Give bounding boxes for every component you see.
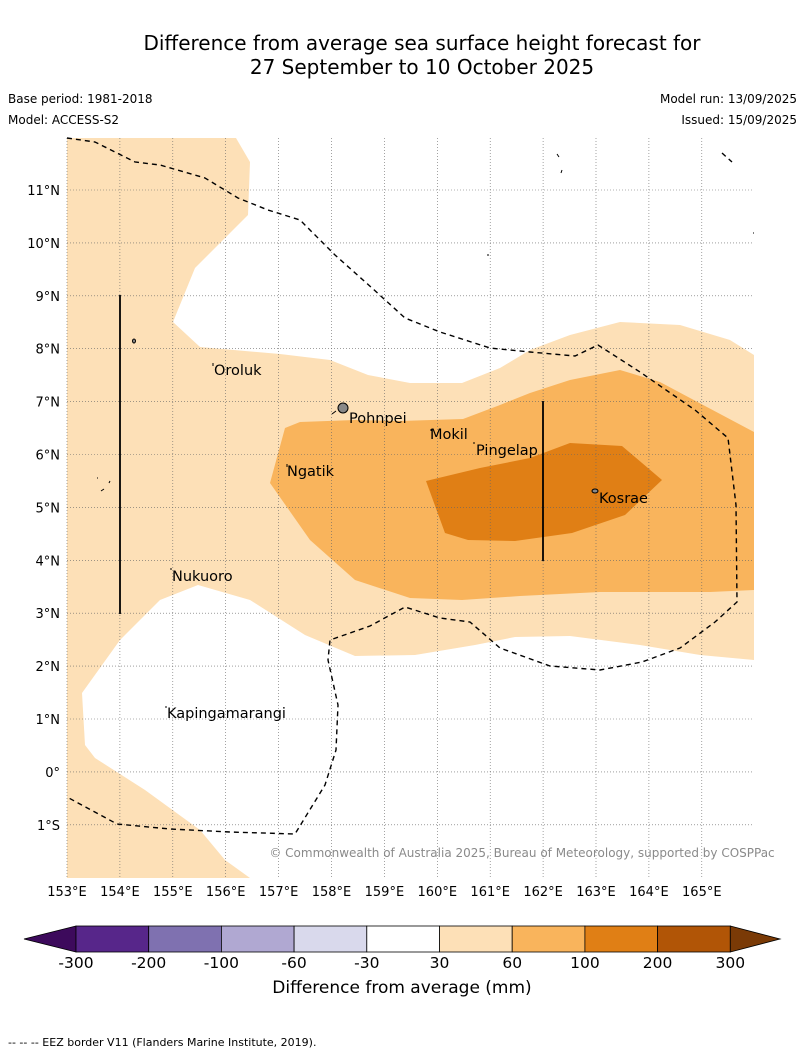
colorbar-min-extension bbox=[23, 925, 77, 953]
place-nukuoro: Nukuoro bbox=[172, 569, 233, 585]
lon-tick-label: 164°E bbox=[629, 885, 669, 900]
place-kapingamarangi: Kapingamarangi bbox=[167, 706, 286, 722]
lon-tick-label: 160°E bbox=[418, 885, 458, 900]
map-fill-layers bbox=[67, 138, 754, 878]
place-pingelap: Pingelap bbox=[476, 443, 538, 459]
eez-border-north bbox=[66, 137, 738, 835]
band-100-200 bbox=[426, 443, 662, 541]
colorbar-segment bbox=[366, 925, 440, 953]
lat-tick-label: 8°N bbox=[36, 343, 61, 358]
title-line-2: 27 September to 10 October 2025 bbox=[249, 55, 595, 79]
model-name: Model: ACCESS-S2 bbox=[8, 113, 120, 127]
place-oroluk: Oroluk bbox=[214, 363, 262, 379]
colorbar-segment bbox=[293, 925, 368, 953]
transect-lines bbox=[119, 295, 544, 614]
lat-tick-label: 2°N bbox=[36, 660, 61, 675]
eez-footnote: -- -- -- EEZ border V11 (Flanders Marine… bbox=[8, 1036, 317, 1049]
colorbar-tick-label: 30 bbox=[430, 954, 450, 972]
map-title: Difference from average sea surface heig… bbox=[0, 31, 804, 79]
neutral-region-north bbox=[173, 138, 754, 383]
neutral-region-south bbox=[82, 585, 754, 878]
colorbar-segment bbox=[657, 925, 731, 953]
place-mokil: Mokil bbox=[430, 427, 468, 443]
eez-border-top-right bbox=[721, 152, 733, 163]
place-kosrae: Kosrae bbox=[599, 491, 648, 507]
lat-tick-label: 4°N bbox=[36, 554, 61, 569]
lon-tick-label: 161°E bbox=[470, 885, 510, 900]
colorbar-tick-label: 60 bbox=[502, 954, 522, 972]
eez-borders bbox=[66, 137, 738, 835]
lon-tick-label: 162°E bbox=[523, 885, 563, 900]
colorbar-segment bbox=[584, 925, 659, 953]
colorbar-tick-labels: -300 -200 -100 -60 -30 30 60 100 200 300 bbox=[58, 954, 745, 972]
copyright-notice: © Commonwealth of Australia 2025, Bureau… bbox=[269, 846, 774, 860]
lon-tick-label: 159°E bbox=[365, 885, 405, 900]
colorbar-segment bbox=[511, 925, 586, 953]
colorbar-tick-label: 300 bbox=[716, 954, 746, 972]
kosrae-island bbox=[591, 488, 599, 494]
lon-tick-label: 165°E bbox=[682, 885, 722, 900]
lon-tick-label: 155°E bbox=[153, 885, 193, 900]
lon-tick-label: 156°E bbox=[206, 885, 246, 900]
lat-tick-label: 5°N bbox=[36, 501, 61, 516]
lon-tick-label: 157°E bbox=[259, 885, 299, 900]
colorbar-tick-label: 200 bbox=[643, 954, 673, 972]
colorbar-segment bbox=[75, 925, 150, 953]
lon-tick-label: 158°E bbox=[312, 885, 352, 900]
islands bbox=[97, 338, 599, 494]
lat-tick-label: 3°N bbox=[36, 607, 61, 622]
colorbar-tick-label: -60 bbox=[281, 954, 306, 972]
colorbar-max-extension bbox=[729, 925, 782, 953]
lat-tick-label: 7°N bbox=[36, 396, 61, 411]
lon-tick-label: 163°E bbox=[576, 885, 616, 900]
colorbar-segment bbox=[220, 925, 295, 953]
place-pohnpei: Pohnpei bbox=[349, 411, 407, 427]
lon-tick-label: 153°E bbox=[47, 885, 87, 900]
location-markers bbox=[165, 153, 754, 708]
lat-tick-label: 9°N bbox=[36, 290, 61, 305]
lat-tick-label: 10°N bbox=[27, 237, 60, 252]
colorbar-segment bbox=[439, 925, 513, 953]
lat-tick-label: 1°S bbox=[37, 819, 60, 834]
longitude-labels: 153°E 154°E 155°E 156°E 157°E 158°E 159°E 160°E… bbox=[47, 885, 721, 900]
colorbar-tick-label: -30 bbox=[354, 954, 379, 972]
issued-date: Issued: 15/09/2025 bbox=[681, 113, 797, 127]
lat-tick-label: 0° bbox=[45, 766, 60, 781]
colorbar-tick-label: -300 bbox=[58, 954, 93, 972]
colorbar-tick-label: 100 bbox=[570, 954, 600, 972]
lon-tick-label: 154°E bbox=[100, 885, 140, 900]
small-island bbox=[132, 338, 136, 344]
place-ngatik: Ngatik bbox=[287, 464, 335, 480]
model-run: Model run: 13/09/2025 bbox=[659, 92, 797, 106]
pohnpei-island bbox=[337, 402, 349, 414]
lat-tick-label: 1°N bbox=[36, 713, 61, 728]
title-line-1: Difference from average sea surface heig… bbox=[143, 31, 701, 55]
colorbar-tick-label: -100 bbox=[204, 954, 239, 972]
colorbar-segment bbox=[148, 925, 222, 953]
small-atoll-west bbox=[97, 477, 111, 492]
colorbar-label: Difference from average (mm) bbox=[272, 978, 532, 998]
lat-tick-label: 6°N bbox=[36, 449, 61, 464]
colorbar bbox=[23, 925, 782, 953]
latitude-labels: 11°N 10°N 9°N 8°N 7°N 6°N 5°N 4°N 3°N 2°N 1°N 0° 1°S bbox=[27, 184, 60, 834]
base-period: Base period: 1981-2018 bbox=[8, 92, 153, 106]
colorbar-tick-label: -200 bbox=[131, 954, 166, 972]
lat-tick-label: 11°N bbox=[27, 184, 60, 199]
